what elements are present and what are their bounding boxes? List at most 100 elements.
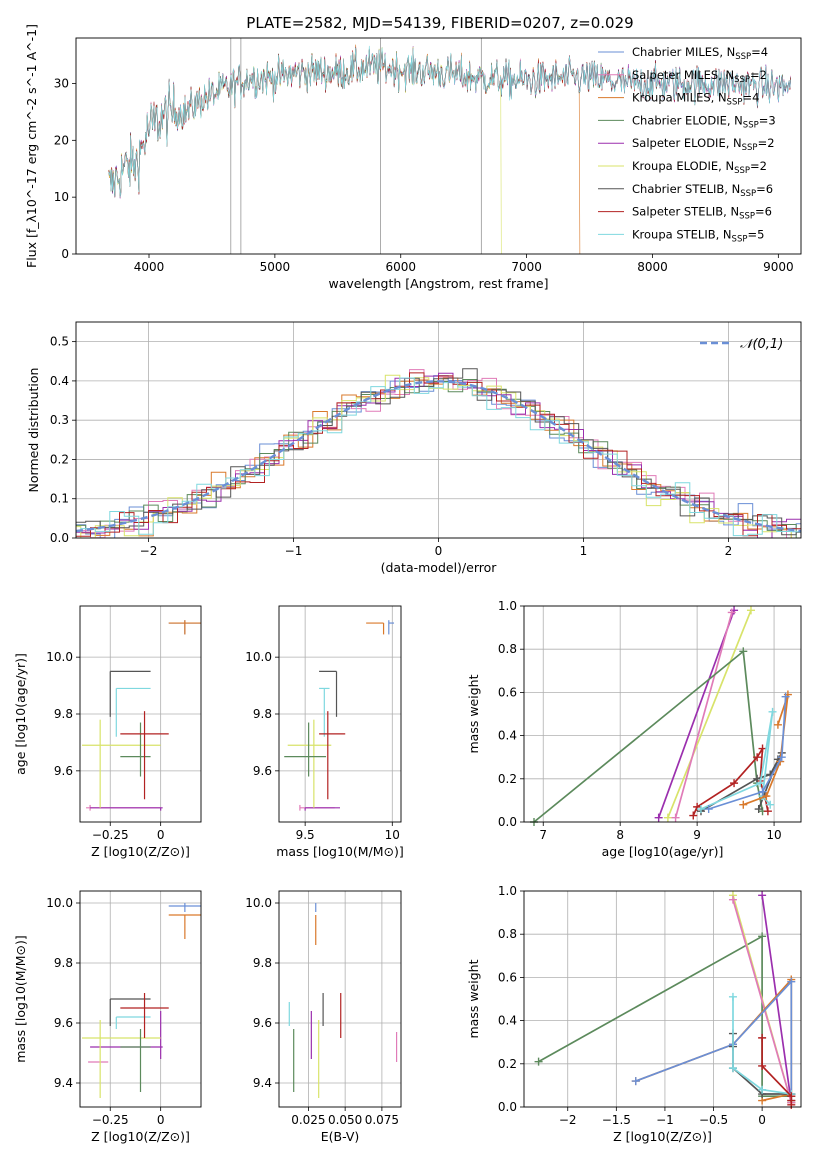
tick-label-x: 0 xyxy=(157,828,165,842)
tick-label-y: 0.6 xyxy=(498,685,517,699)
weight-point-marker xyxy=(753,753,762,762)
legend-value: =3 xyxy=(759,113,776,127)
tick-label-y: 0.1 xyxy=(50,492,69,506)
subscript: SSP xyxy=(734,75,750,85)
tick-label-x: −1 xyxy=(656,1113,674,1127)
weight-point-marker xyxy=(756,779,765,788)
weight-point-marker xyxy=(746,606,755,615)
tick-label-y: 10.0 xyxy=(46,650,73,664)
error-bar-point xyxy=(366,622,385,635)
tick-label-y: 0.6 xyxy=(498,970,517,984)
weight-series-line xyxy=(667,609,752,819)
tick-label-y: 9.4 xyxy=(54,1076,73,1090)
legend-entry: Kroupa ELODIE, NSSP=2 xyxy=(632,159,767,176)
tick-label-y: 0.8 xyxy=(498,642,517,656)
y-axis-label: Normed distribution xyxy=(26,368,41,493)
weight-point-marker xyxy=(671,813,680,822)
mass-age-panel: 9.5 10 9.6 9.8 10.0 mass [log10(M/M⊙)] xyxy=(245,605,404,859)
error-bar-point xyxy=(120,993,169,1038)
tick-label-y: 0.2 xyxy=(498,1057,517,1071)
error-bar-point xyxy=(319,711,346,800)
legend-value: =6 xyxy=(755,205,772,219)
weight-point-marker xyxy=(777,753,786,762)
weight-point-marker xyxy=(787,1096,796,1105)
plot-area xyxy=(284,620,395,811)
tick-label-x: 1 xyxy=(580,544,588,558)
axes-frame xyxy=(75,321,802,539)
age-weight-panel: 7 8 9 10 0.0 0.2 0.4 0.6 0.8 1.0 age [log10(age/yr… xyxy=(466,599,802,859)
plot-area xyxy=(288,903,398,1098)
weight-point-marker xyxy=(758,932,767,941)
grid xyxy=(80,606,201,822)
x-axis-label: mass [log10(M/M⊙)] xyxy=(276,844,404,859)
weight-series-line xyxy=(732,996,792,1095)
error-bar-point xyxy=(319,670,338,717)
weight-point-marker xyxy=(758,891,767,900)
weight-point-marker xyxy=(763,807,772,816)
tick-label-y: 0.5 xyxy=(50,335,69,349)
tick-label-x: 4000 xyxy=(134,260,165,274)
tick-label-y: 0.0 xyxy=(50,531,69,545)
weight-point-marker xyxy=(689,811,698,820)
tick-label-y: 9.8 xyxy=(253,956,272,970)
x-axis-label: Z [log10(Z/Z⊙)] xyxy=(613,1129,712,1144)
weight-point-marker xyxy=(739,647,748,656)
tick-label-x: 0.025 xyxy=(291,1113,325,1127)
metallicity-weight-panel: −2 −1.5 −1 −0.5 0 0.0 0.2 0.4 0.6 0.8 1.0 Z [log10(… xyxy=(466,884,802,1144)
subscript: SSP xyxy=(740,189,756,199)
tick-label-x: −0.25 xyxy=(92,1113,129,1127)
weight-point-marker xyxy=(728,1064,737,1073)
histogram-step xyxy=(76,374,801,538)
tick-label-x: 0.050 xyxy=(328,1113,362,1127)
y-axis-label: mass weight xyxy=(466,959,481,1038)
tick-label-y: 0.2 xyxy=(498,772,517,786)
axes-frame xyxy=(278,605,402,823)
tick-label-y: 0.4 xyxy=(498,729,517,743)
figure-title: PLATE=2582, MJD=54139, FIBERID=0207, z=0… xyxy=(246,14,633,32)
x-axis-label: (data-model)/error xyxy=(381,560,498,575)
axes-frame xyxy=(75,37,802,255)
tick-label-y: 9.8 xyxy=(54,956,73,970)
tick-label-y: 1.0 xyxy=(498,599,517,613)
error-bar-point xyxy=(168,620,201,635)
histogram-step xyxy=(76,372,801,537)
legend-entry: Kroupa STELIB, NSSP=5 xyxy=(632,227,764,244)
weight-point-marker xyxy=(728,992,737,1001)
weight-point-marker xyxy=(704,805,713,814)
x-axis-label: Z [log10(Z/Z⊙)] xyxy=(91,844,190,859)
tick-label-x: 8 xyxy=(616,828,624,842)
weight-series-line xyxy=(708,696,787,810)
subscript: SSP xyxy=(727,98,743,108)
weight-point-marker xyxy=(766,800,775,809)
weight-series-line xyxy=(635,979,793,1094)
axes-frame xyxy=(79,605,202,823)
weight-point-marker xyxy=(758,1085,767,1094)
error-bar-point xyxy=(319,687,330,737)
plot-area xyxy=(530,606,792,826)
tick-label-x: 0.075 xyxy=(365,1113,399,1127)
weight-series-line xyxy=(732,899,793,1103)
legend-value: =2 xyxy=(750,159,767,173)
normal-curve xyxy=(76,380,801,533)
grid xyxy=(524,890,801,1108)
plot-area xyxy=(108,38,791,254)
legend-value: =5 xyxy=(747,227,764,241)
tick-label-x: −0.5 xyxy=(699,1113,728,1127)
weight-point-marker xyxy=(758,744,767,753)
x-axis-label: age [log10(age/yr)] xyxy=(602,844,724,859)
subscript: SSP xyxy=(742,143,758,153)
tick-label-y: 0.4 xyxy=(50,374,69,388)
axes-frame xyxy=(523,890,802,1108)
plot-area xyxy=(76,368,801,538)
tick-label-x: 5000 xyxy=(260,260,291,274)
y-axis-label: Flux [f_λ10^-17 erg cm^-2 s^-1 A^-1] xyxy=(24,24,39,268)
weight-point-marker xyxy=(768,707,777,716)
tick-label-x: 6000 xyxy=(385,260,416,274)
histogram-step xyxy=(76,368,801,536)
x-axis-label: wavelength [Angstrom, rest frame] xyxy=(328,276,548,291)
error-bar-point xyxy=(82,1020,161,1098)
tick-label-x: 7 xyxy=(539,828,547,842)
tick-label-x: 2 xyxy=(725,544,733,558)
legend-entry: Chabrier ELODIE, NSSP=3 xyxy=(632,113,776,130)
